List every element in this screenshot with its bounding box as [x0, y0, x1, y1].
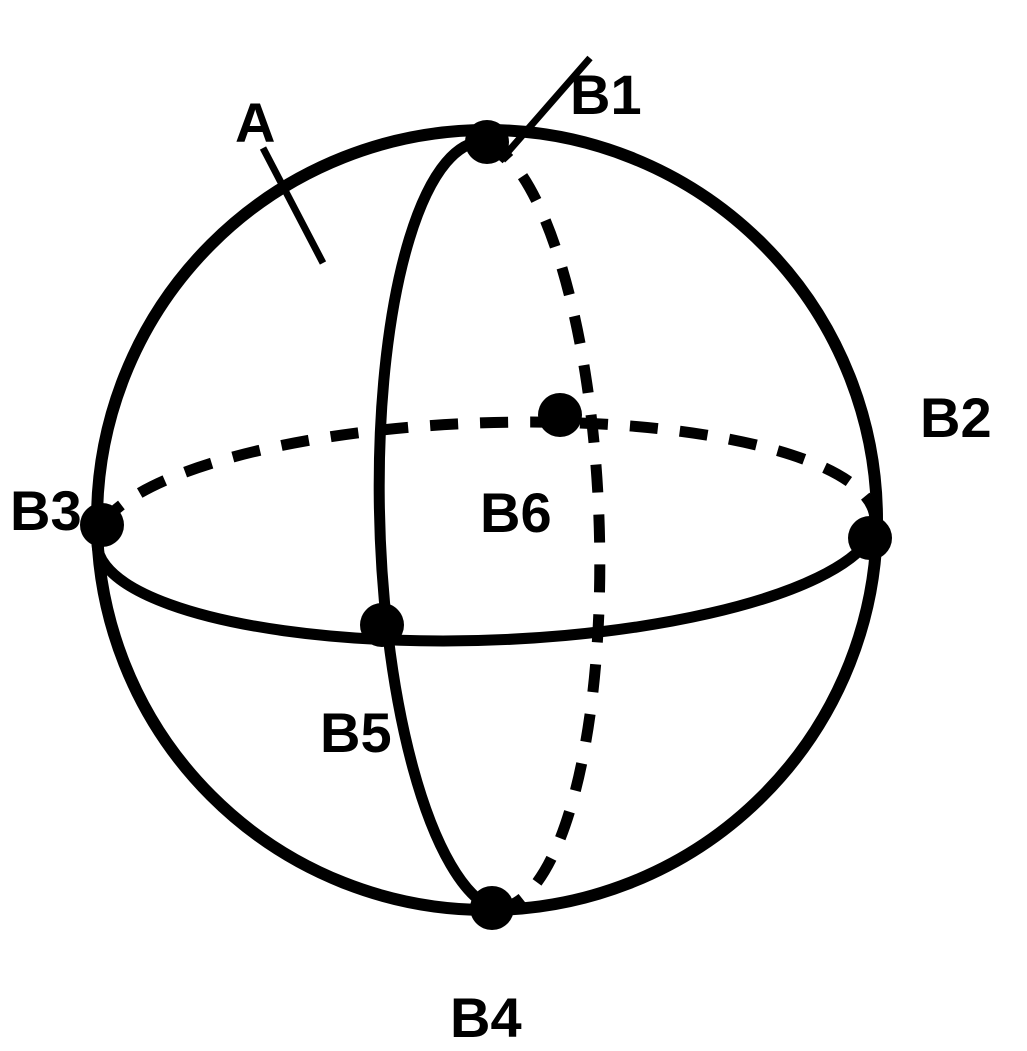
point-b3	[80, 503, 124, 547]
label-b3: B3	[10, 478, 82, 543]
point-b4	[470, 886, 514, 930]
point-b2	[848, 516, 892, 560]
label-b5: B5	[320, 700, 392, 765]
point-b6	[538, 393, 582, 437]
point-b5	[360, 603, 404, 647]
meridian-left-front	[379, 142, 492, 908]
label-b6: B6	[480, 480, 552, 545]
label-b2: B2	[920, 385, 992, 450]
point-b1	[465, 120, 509, 164]
label-b4: B4	[450, 985, 522, 1050]
label-b1: B1	[570, 62, 642, 127]
label-a: A	[235, 90, 275, 155]
